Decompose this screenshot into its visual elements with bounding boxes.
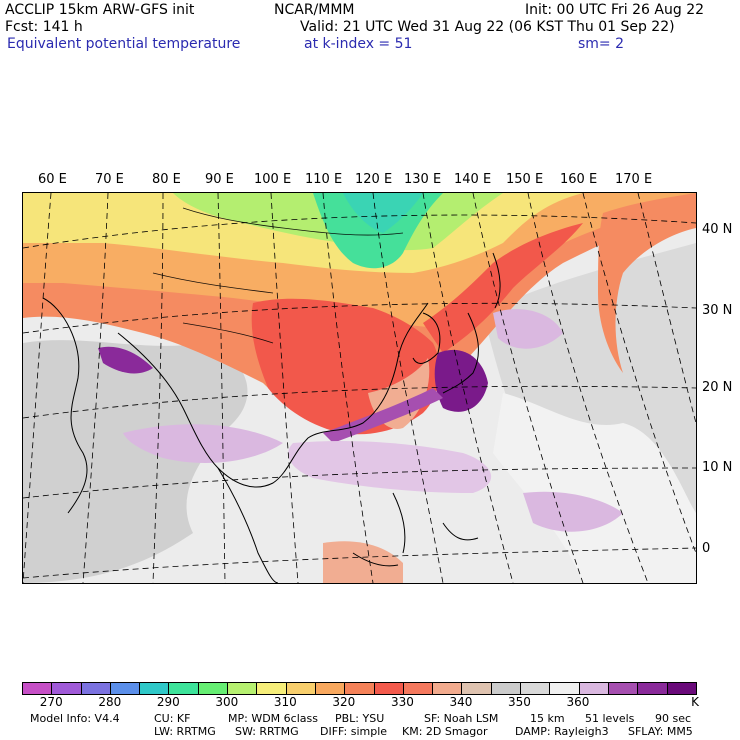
colorbar-label: 340 <box>449 695 473 709</box>
lavender-patch <box>493 309 563 349</box>
colorbar-label: 350 <box>507 695 531 709</box>
colorbar-swatch <box>550 683 580 694</box>
colorbar-swatch <box>638 683 668 694</box>
lat-label: 0 <box>702 541 711 556</box>
lon-label: 60 E <box>38 172 67 187</box>
smoothing-label: sm= 2 <box>578 36 625 52</box>
colorbar-label: 330 <box>390 695 414 709</box>
colorbar-swatch <box>491 683 522 694</box>
colorbar-swatch <box>315 683 346 694</box>
colorbar-label: 270 <box>39 695 63 709</box>
damping: DAMP: Rayleigh3 <box>515 725 609 738</box>
colorbar-swatch <box>521 683 551 694</box>
colorbar-swatch <box>374 683 404 694</box>
timestep: 90 sec <box>655 712 692 725</box>
colorbar-swatch <box>228 683 258 694</box>
colorbar-swatch <box>140 683 170 694</box>
colorbar-label: K <box>691 695 699 709</box>
lon-label: 70 E <box>95 172 124 187</box>
colorbar-swatch <box>23 683 53 694</box>
forecast-hour: Fcst: 141 h <box>5 19 83 35</box>
levels: 51 levels <box>585 712 635 725</box>
purple-core <box>98 346 153 374</box>
model-title: ACCLIP 15km ARW-GFS init <box>5 2 195 18</box>
lon-label: 110 E <box>305 172 343 187</box>
pbl-scheme: PBL: YSU <box>335 712 385 725</box>
colorbar-swatch <box>52 683 82 694</box>
microphysics-scheme: MP: WDM 6class <box>228 712 318 725</box>
lon-label: 160 E <box>560 172 598 187</box>
colorbar-label: 300 <box>215 695 239 709</box>
lat-label: 10 N <box>702 460 733 475</box>
model-info: Model Info: V4.4 <box>30 712 120 725</box>
colorbar-swatch <box>257 683 287 694</box>
warm-plume <box>598 193 696 373</box>
init-time: Init: 00 UTC Fri 26 Aug 22 <box>525 2 705 18</box>
lon-label: 80 E <box>152 172 181 187</box>
diffusion: DIFF: simple <box>320 725 388 738</box>
colorbar-swatch <box>169 683 199 694</box>
borders <box>152 207 404 344</box>
lon-label: 120 E <box>355 172 393 187</box>
field-name: Equivalent potential temperature <box>7 36 241 52</box>
longwave-scheme: LW: RRTMG <box>154 725 216 738</box>
salmon-patch <box>323 541 403 583</box>
lon-label: 90 E <box>205 172 234 187</box>
eddy-coeff: KM: 2D Smagor <box>402 725 488 738</box>
colorbar <box>22 682 697 695</box>
cumulus-scheme: CU: KF <box>154 712 191 725</box>
lon-label: 150 E <box>506 172 544 187</box>
purple-band <box>323 388 443 443</box>
shortwave-scheme: SW: RRTMG <box>235 725 299 738</box>
lon-label: 140 E <box>454 172 492 187</box>
lat-label: 40 N <box>702 222 733 237</box>
lon-label: 130 E <box>404 172 442 187</box>
colorbar-swatch <box>286 683 316 694</box>
lat-label: 20 N <box>702 380 733 395</box>
map-canvas <box>23 193 696 583</box>
lon-label: 100 E <box>254 172 292 187</box>
white-field <box>493 393 696 583</box>
coastlines <box>42 252 501 583</box>
lavender-patch <box>523 491 623 532</box>
lat-label: 30 N <box>702 303 733 318</box>
colorbar-swatch <box>345 683 375 694</box>
org-label: NCAR/MMM <box>274 2 355 18</box>
red-core <box>423 223 583 353</box>
colorbar-swatch <box>462 683 492 694</box>
surface-scheme: SF: Noah LSM <box>424 712 499 725</box>
colorbar-label: 310 <box>273 695 297 709</box>
colorbar-swatch <box>110 683 141 694</box>
grey-field <box>23 340 248 583</box>
lavender-patch <box>288 441 492 493</box>
colorbar-label: 290 <box>156 695 180 709</box>
lavender-patch <box>123 424 283 463</box>
colorbar-swatch <box>198 683 229 694</box>
colorbar-swatch <box>403 683 434 694</box>
colorbar-swatch <box>579 683 609 694</box>
surface-layer: SFLAY: MM5 <box>628 725 693 738</box>
valid-time: Valid: 21 UTC Wed 31 Aug 22 (06 KST Thu … <box>300 19 675 35</box>
colorbar-label: 360 <box>566 695 590 709</box>
cool-band <box>343 193 423 233</box>
colorbar-label: 280 <box>98 695 122 709</box>
level-label: at k-index = 51 <box>304 36 413 52</box>
lon-label: 170 E <box>615 172 653 187</box>
graticule <box>23 193 696 583</box>
colorbar-swatch <box>433 683 463 694</box>
theta-e-map <box>22 192 697 584</box>
colorbar-label: 320 <box>332 695 356 709</box>
resolution: 15 km <box>530 712 565 725</box>
colorbar-swatch <box>667 683 696 694</box>
colorbar-swatch <box>608 683 639 694</box>
colorbar-swatch <box>81 683 111 694</box>
